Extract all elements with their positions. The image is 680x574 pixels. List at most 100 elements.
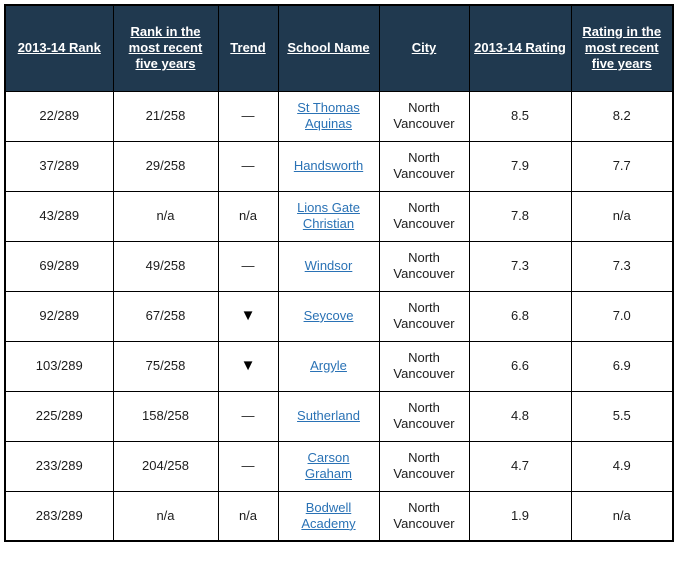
column-header-label[interactable]: Trend: [230, 40, 266, 56]
trend-flat-dash: —: [241, 407, 255, 423]
school-name-cell: St Thomas Aquinas: [277, 90, 380, 142]
table-header: 2013-14 Rank Rank in the most recent five…: [4, 4, 674, 92]
trend-flat-dash: —: [241, 107, 255, 123]
rating-recent-cell: 7.3: [570, 240, 674, 292]
rank-cell: 69/289: [4, 240, 114, 292]
city-cell: North Vancouver: [378, 90, 470, 142]
rating-cell: 4.8: [468, 390, 572, 442]
rating-recent-cell: n/a: [570, 490, 674, 542]
column-header-label[interactable]: 2013-14 Rating: [474, 40, 566, 56]
trend-cell: ▼: [217, 340, 279, 392]
school-link[interactable]: Seycove: [303, 307, 354, 323]
column-header-city[interactable]: City: [378, 4, 470, 92]
trend-cell: —: [217, 440, 279, 492]
trend-cell: ▼: [217, 290, 279, 342]
table-row: 22/289 21/258 — St Thomas Aquinas North Vanc…: [4, 90, 674, 142]
column-header-label[interactable]: City: [411, 40, 437, 56]
rating-recent-cell: 4.9: [570, 440, 674, 492]
column-header-rank_recent[interactable]: Rank in the most recent five years: [112, 4, 219, 92]
table-row: 92/289 67/258 ▼ Seycove North Vancouver 6.8 7.…: [4, 290, 674, 342]
column-header-label[interactable]: Rating in the most recent five years: [582, 23, 662, 72]
trend-flat-dash: —: [241, 257, 255, 273]
trend-down-icon: ▼: [240, 356, 256, 374]
trend-flat-dash: —: [241, 457, 255, 473]
rating-cell: 7.3: [468, 240, 572, 292]
trend-cell: —: [217, 140, 279, 192]
column-header-trend[interactable]: Trend: [217, 4, 279, 92]
trend-na-text: n/a: [238, 507, 258, 523]
rank-cell: 43/289: [4, 190, 114, 242]
school-link[interactable]: Lions Gate Christian: [297, 199, 360, 231]
city-cell: North Vancouver: [378, 340, 470, 392]
rating-recent-cell: 6.9: [570, 340, 674, 392]
rating-cell: 1.9: [468, 490, 572, 542]
rank-recent-cell: n/a: [112, 190, 219, 242]
trend-cell: —: [217, 240, 279, 292]
school-name-cell: Bodwell Academy: [277, 490, 380, 542]
rank-cell: 225/289: [4, 390, 114, 442]
school-rankings-table-container: 2013-14 Rank Rank in the most recent five…: [4, 4, 674, 542]
school-name-cell: Windsor: [277, 240, 380, 292]
school-link[interactable]: Handsworth: [293, 157, 364, 173]
rating-cell: 4.7: [468, 440, 572, 492]
rank-cell: 283/289: [4, 490, 114, 542]
rating-cell: 6.6: [468, 340, 572, 392]
rating-cell: 8.5: [468, 90, 572, 142]
trend-cell: n/a: [217, 490, 279, 542]
header-row: 2013-14 Rank Rank in the most recent five…: [4, 4, 674, 92]
school-name-cell: Handsworth: [277, 140, 380, 192]
rating-recent-cell: 8.2: [570, 90, 674, 142]
rank-recent-cell: 29/258: [112, 140, 219, 192]
city-cell: North Vancouver: [378, 240, 470, 292]
rating-cell: 7.9: [468, 140, 572, 192]
trend-flat-dash: —: [241, 157, 255, 173]
rank-recent-cell: 21/258: [112, 90, 219, 142]
rank-recent-cell: 49/258: [112, 240, 219, 292]
rank-recent-cell: 204/258: [112, 440, 219, 492]
rank-cell: 92/289: [4, 290, 114, 342]
rank-cell: 22/289: [4, 90, 114, 142]
school-link[interactable]: Carson Graham: [305, 449, 352, 481]
table-row: 283/289 n/a n/a Bodwell Academy North Vancou…: [4, 490, 674, 542]
school-name-cell: Lions Gate Christian: [277, 190, 380, 242]
table-row: 233/289 204/258 — Carson Graham North Vancou…: [4, 440, 674, 492]
column-header-rank[interactable]: 2013-14 Rank: [4, 4, 114, 92]
trend-cell: n/a: [217, 190, 279, 242]
table-body: 22/289 21/258 — St Thomas Aquinas North Vanc…: [4, 90, 674, 542]
city-cell: North Vancouver: [378, 490, 470, 542]
table-row: 43/289 n/a n/a Lions Gate Christian North Va…: [4, 190, 674, 242]
school-rankings-table: 2013-14 Rank Rank in the most recent five…: [4, 4, 674, 542]
rating-recent-cell: 5.5: [570, 390, 674, 442]
city-cell: North Vancouver: [378, 390, 470, 442]
rating-cell: 7.8: [468, 190, 572, 242]
trend-down-icon: ▼: [240, 306, 256, 324]
city-cell: North Vancouver: [378, 440, 470, 492]
rank-cell: 103/289: [4, 340, 114, 392]
school-link[interactable]: Sutherland: [297, 407, 360, 423]
rank-cell: 37/289: [4, 140, 114, 192]
column-header-label[interactable]: 2013-14 Rank: [17, 40, 101, 56]
rank-recent-cell: 75/258: [112, 340, 219, 392]
school-link[interactable]: Argyle: [310, 357, 347, 373]
column-header-rating_recent[interactable]: Rating in the most recent five years: [570, 4, 674, 92]
table-row: 69/289 49/258— Windsor North Vancouver 7.3 7.…: [4, 240, 674, 292]
column-header-school[interactable]: School Name: [277, 4, 380, 92]
table-row: 225/289 158/258 — Sutherland North Vancouver…: [4, 390, 674, 442]
school-link[interactable]: Windsor: [304, 257, 353, 273]
city-cell: North Vancouver: [378, 290, 470, 342]
table-row: 37/289 29/258— Handsworth North Vancouver 7.…: [4, 140, 674, 192]
table-row: 103/289 75/258 ▼ Argyle North Vancouver 6.6 6.…: [4, 340, 674, 392]
rank-recent-cell: 67/258: [112, 290, 219, 342]
school-link[interactable]: St Thomas Aquinas: [297, 99, 360, 131]
rating-recent-cell: 7.0: [570, 290, 674, 342]
school-name-cell: Argyle: [277, 340, 380, 392]
school-name-cell: Sutherland: [277, 390, 380, 442]
rank-cell: 233/289: [4, 440, 114, 492]
school-name-cell: Seycove: [277, 290, 380, 342]
column-header-label[interactable]: School Name: [287, 40, 370, 56]
school-link[interactable]: Bodwell Academy: [301, 499, 356, 531]
column-header-rating[interactable]: 2013-14 Rating: [468, 4, 572, 92]
rating-recent-cell: n/a: [570, 190, 674, 242]
column-header-label[interactable]: Rank in the most recent five years: [128, 23, 203, 72]
rating-recent-cell: 7.7: [570, 140, 674, 192]
